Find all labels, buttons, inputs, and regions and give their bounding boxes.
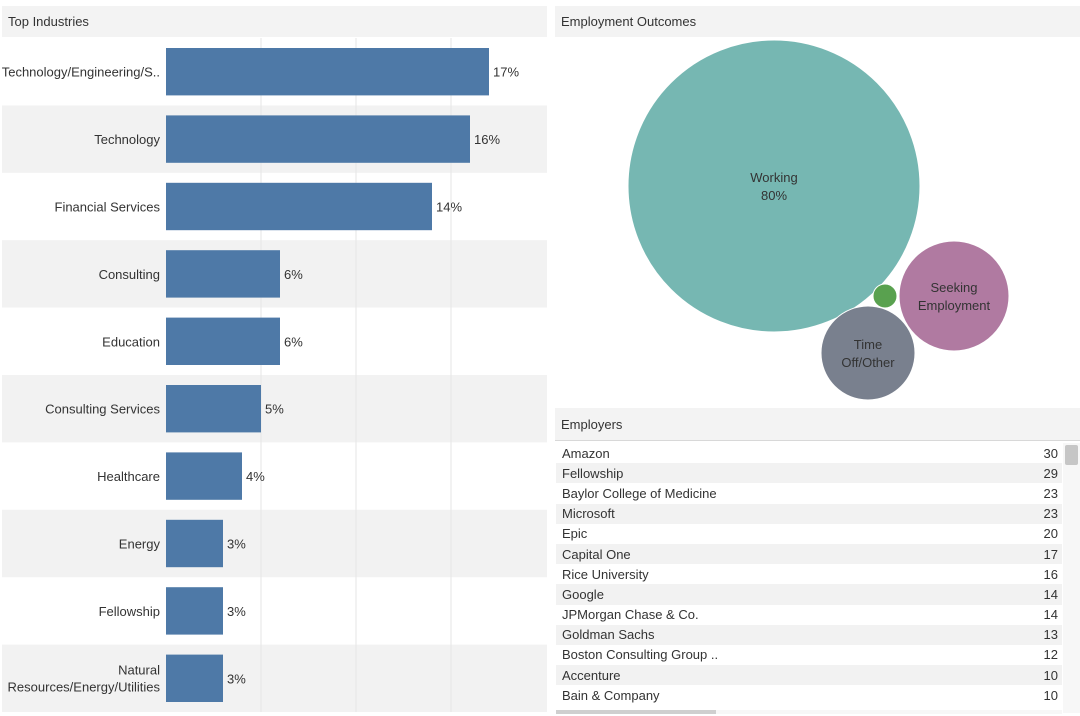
employers-header: Employers	[555, 408, 1080, 441]
employer-row[interactable]: Bain & Company 10	[556, 685, 1062, 705]
employer-count: 12	[1043, 647, 1058, 663]
bubble-other-small[interactable]	[872, 283, 898, 309]
employer-row[interactable]: Boston Consulting Group .. 12	[556, 645, 1062, 665]
employer-row[interactable]: Baylor College of Medicine 23	[556, 483, 1062, 503]
industries-bar-chart: Technology/Engineering/S.. 17% Technology 1…	[2, 38, 547, 712]
employer-row[interactable]: Microsoft 23	[556, 503, 1062, 524]
category-label-technology-engineering-s: Technology/Engineering/S..	[2, 65, 160, 80]
employer-row[interactable]: Google 14	[556, 584, 1062, 605]
employers-list: Amazon 30 Fellowship 29 Baylor College of Me…	[556, 443, 1062, 713]
bubble-label-working: Working 80%	[750, 170, 797, 203]
category-label-natural-resources-energy-utilities: Natural Resources/Energy/Utilities	[8, 662, 161, 694]
value-label-healthcare: 4%	[246, 469, 265, 484]
outcomes-title: Employment Outcomes	[561, 14, 697, 29]
band-energy	[2, 509, 547, 578]
employer-row[interactable]: Rice University 16	[556, 564, 1062, 584]
employer-name: Boston Consulting Group ..	[562, 647, 719, 663]
employer-name: Capital One	[562, 546, 631, 562]
bubble-working[interactable]	[627, 39, 921, 333]
value-label-fellowship: 3%	[227, 604, 246, 619]
bubble-label-time-off-other: Time Off/Other	[841, 337, 895, 370]
bar-financial-services[interactable]	[166, 182, 432, 231]
bar-technology-engineering-s[interactable]	[166, 48, 489, 96]
employer-name: Bain & Company	[562, 687, 660, 703]
value-label-energy: 3%	[227, 537, 246, 552]
outcomes-bubble-chart: Working 80% Seeking Employment Time Off/Other	[627, 39, 1010, 401]
employer-name: Epic	[562, 526, 588, 542]
employer-count: 14	[1043, 586, 1058, 602]
employer-count: 20	[1043, 526, 1058, 542]
employer-count: 13	[1043, 627, 1058, 643]
employer-name: Goldman Sachs	[562, 627, 655, 643]
employer-count: 17	[1043, 546, 1058, 562]
bubble-seeking-employment[interactable]	[898, 240, 1010, 352]
bubble-time-off-other[interactable]	[820, 305, 916, 401]
employers-scroll-thumb[interactable]	[1065, 445, 1078, 465]
bar-healthcare[interactable]	[166, 452, 242, 500]
employer-name: Google	[562, 586, 604, 602]
employer-count: 16	[1043, 566, 1058, 582]
employer-count: 10	[1043, 667, 1058, 683]
value-label-technology-engineering-s: 17%	[493, 65, 519, 80]
industries-header: Top Industries	[2, 6, 547, 37]
employer-name: Amazon	[562, 445, 610, 461]
band-consulting-services	[2, 375, 547, 443]
bar-fellowship[interactable]	[166, 587, 223, 635]
employers-scrollbar[interactable]	[1063, 443, 1080, 713]
bar-consulting[interactable]	[166, 250, 280, 298]
outcomes-header: Employment Outcomes	[555, 6, 1080, 37]
industries-title: Top Industries	[8, 14, 89, 29]
employer-count: 30	[1043, 445, 1058, 461]
value-label-consulting-services: 5%	[265, 402, 284, 417]
employer-row[interactable]: Fellowship 29	[556, 463, 1062, 484]
bubble-label-seeking-employment: Seeking Employment	[918, 280, 991, 313]
employer-name: JPMorgan Chase & Co.	[562, 607, 699, 623]
category-label-education: Education	[102, 334, 160, 349]
category-label-fellowship: Fellowship	[99, 604, 160, 619]
category-label-energy: Energy	[119, 537, 161, 552]
employer-row[interactable]: JPMorgan Chase & Co. 14	[556, 605, 1062, 625]
employer-name: Accenture	[562, 667, 621, 683]
category-label-consulting-services: Consulting Services	[45, 402, 160, 417]
employers-horizontal-scroll-thumb[interactable]	[556, 710, 716, 714]
band-natural-resources-energy-utilities	[2, 644, 547, 712]
value-label-natural-resources-energy-utilities: 3%	[227, 671, 246, 686]
bar-energy[interactable]	[166, 519, 223, 568]
employer-name: Baylor College of Medicine	[562, 485, 717, 501]
employer-row[interactable]: Accenture 10	[556, 665, 1062, 686]
bar-consulting-services[interactable]	[166, 385, 261, 433]
employer-count: 10	[1043, 687, 1058, 703]
category-label-healthcare: Healthcare	[97, 469, 160, 484]
category-label-consulting: Consulting	[99, 267, 160, 282]
value-label-technology: 16%	[474, 132, 500, 147]
category-label-technology: Technology	[94, 132, 160, 147]
employers-title: Employers	[561, 416, 623, 432]
employer-name: Fellowship	[562, 465, 624, 481]
bar-technology[interactable]	[166, 115, 470, 163]
employer-row[interactable]: Capital One 17	[556, 543, 1062, 565]
bar-education[interactable]	[166, 317, 280, 365]
employer-name: Microsoft	[562, 506, 615, 522]
employer-count: 29	[1043, 465, 1058, 481]
bar-natural-resources-energy-utilities[interactable]	[166, 654, 223, 702]
employer-row[interactable]: Amazon 30	[556, 443, 1062, 463]
employer-name: Rice University	[562, 566, 649, 582]
employers-horizontal-scrollbar[interactable]	[556, 710, 1062, 714]
employer-count: 23	[1043, 485, 1058, 501]
employer-row[interactable]: Goldman Sachs 13	[556, 624, 1062, 645]
category-label-financial-services: Financial Services	[55, 200, 161, 215]
value-label-consulting: 6%	[284, 267, 303, 282]
value-label-financial-services: 14%	[436, 200, 462, 215]
employer-count: 14	[1043, 607, 1058, 623]
employer-row[interactable]: Epic 20	[556, 524, 1062, 544]
employer-count: 23	[1043, 506, 1058, 522]
value-label-education: 6%	[284, 334, 303, 349]
